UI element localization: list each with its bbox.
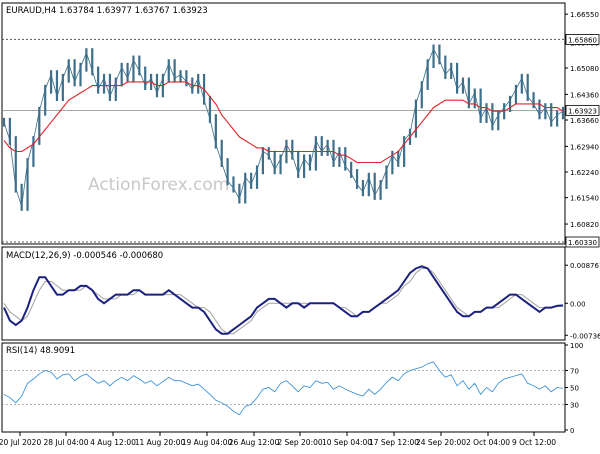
level-label: 1.60330 <box>568 239 597 247</box>
rsi-panel: RSI(14) 48.9091 100 70 50 30 0 <box>1 342 583 435</box>
level-label: 1.65860 <box>568 36 597 44</box>
price-header: EURAUD,H4 1.63784 1.63977 1.63767 1.6392… <box>6 6 208 16</box>
price-tick-label: 1.66550 <box>570 11 599 19</box>
rsi-line <box>3 361 564 416</box>
watermark: ActionForex.com <box>88 175 229 195</box>
time-tick-label: 2 Oct 04:00 <box>466 438 510 447</box>
macd-tick-label: 0.008761 <box>570 262 600 270</box>
rsi-tick-label: 30 <box>570 402 579 410</box>
rsi-tick-label: 70 <box>570 368 579 376</box>
time-tick-label: 11 Aug 20:00 <box>135 438 186 447</box>
moving-average-line <box>3 81 564 164</box>
last-price-label: 1.63923 <box>568 107 597 115</box>
price-tick-label: 1.60820 <box>570 221 599 229</box>
time-tick-label: 10 Sep 04:00 <box>322 438 372 447</box>
rsi-tick-label: 50 <box>570 385 579 393</box>
rsi-header: RSI(14) 48.9091 <box>6 346 75 356</box>
time-tick-label: 17 Sep 12:00 <box>369 438 419 447</box>
time-tick-label: 2 Sep 20:00 <box>277 438 323 447</box>
time-tick-label: 26 Aug 12:00 <box>229 438 280 447</box>
time-tick-label: 24 Sep 20:00 <box>416 438 466 447</box>
level-label-box <box>565 34 600 45</box>
price-tick-label: 1.62940 <box>570 143 599 151</box>
price-panel: EURAUD,H4 1.63784 1.63977 1.63767 1.6392… <box>1 2 600 248</box>
rsi-tick-label: 0 <box>570 427 574 435</box>
price-tick-label: 1.64360 <box>570 91 599 99</box>
time-tick-label: 9 Oct 12:00 <box>512 438 556 447</box>
last-price-box <box>565 104 600 116</box>
macd-tick-label: 0.00 <box>570 300 586 308</box>
time-tick-label: 28 Jul 04:00 <box>44 438 89 447</box>
macd-tick-label: -0.007367 <box>570 332 600 340</box>
time-tick-label: 20 Jul 2020 <box>0 438 41 447</box>
rsi-axis: 100 70 50 30 0 <box>565 342 583 435</box>
macd-panel: MACD(12,26,9) -0.000546 -0.000680 0.0087… <box>1 246 600 341</box>
macd-line <box>3 265 564 335</box>
macd-axis: 0.008761 0.00 -0.007367 <box>565 262 600 340</box>
rsi-tick-label: 100 <box>570 342 583 350</box>
price-tick-label: 1.63660 <box>570 117 599 125</box>
price-tick-label: 1.62240 <box>570 169 599 177</box>
time-tick-label: 4 Aug 12:00 <box>90 438 136 447</box>
price-tick-label: 1.65080 <box>570 65 599 73</box>
macd-header: MACD(12,26,9) -0.000546 -0.000680 <box>6 251 163 261</box>
price-tick-label: 1.61540 <box>570 195 599 203</box>
level-label-box <box>565 236 600 248</box>
time-tick-label: 19 Aug 04:00 <box>182 438 233 447</box>
